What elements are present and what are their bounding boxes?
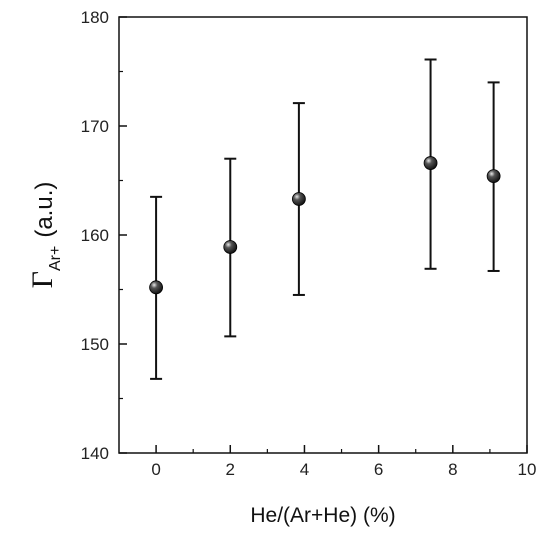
- y-tick-label: 150: [81, 335, 109, 354]
- x-axis-ticks: 0 2 4 6 8 10: [151, 445, 536, 479]
- y-axis-ticks: 140 150 160 170 180: [81, 8, 127, 463]
- x-tick-label: 10: [518, 460, 537, 479]
- y-axis-label-subscript: Ar+: [47, 246, 64, 271]
- data-series: [149, 58, 501, 380]
- data-point: [149, 280, 163, 295]
- x-tick-label: 6: [374, 460, 383, 479]
- y-tick-label: 140: [81, 444, 109, 463]
- y-axis-label: ΓAr+ (a.u.): [26, 182, 64, 289]
- x-tick-label: 4: [300, 460, 309, 479]
- x-tick-label: 8: [448, 460, 457, 479]
- svg-text:ΓAr+(a.u.): ΓAr+ (a.u.): [26, 182, 64, 289]
- y-axis-label-symbol: Γ: [26, 271, 59, 288]
- x-tick-label: 2: [226, 460, 235, 479]
- data-point: [486, 169, 501, 184]
- data-point: [423, 156, 438, 170]
- y-tick-label: 160: [81, 226, 109, 245]
- x-tick-label: 0: [151, 460, 160, 479]
- y-axis-label-unit: (a.u.): [31, 182, 58, 238]
- y-tick-label: 180: [81, 8, 109, 27]
- plot-frame: [118, 16, 528, 454]
- y-tick-label: 170: [81, 117, 109, 136]
- x-axis-label: He/(Ar+He) (%): [250, 504, 395, 527]
- data-point: [223, 240, 238, 254]
- data-point: [291, 192, 306, 206]
